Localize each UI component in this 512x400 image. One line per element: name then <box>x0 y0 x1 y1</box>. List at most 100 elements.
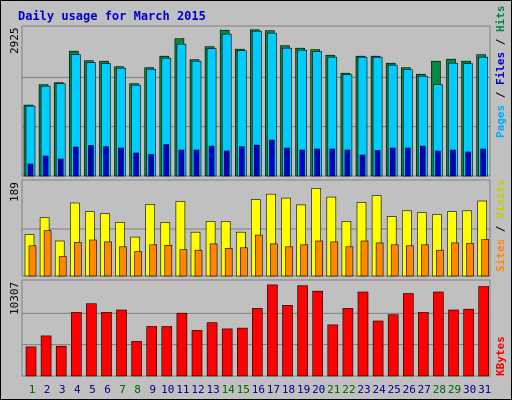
bar-kbytes <box>433 291 444 377</box>
bar-sites <box>420 244 429 277</box>
bar-sites <box>270 243 278 277</box>
bar-kbytes <box>206 322 218 377</box>
bar-pages <box>374 150 381 177</box>
bar-pages <box>163 144 170 177</box>
bar-sites <box>240 247 248 277</box>
bar-kbytes <box>312 290 324 377</box>
bar-sites <box>345 246 354 277</box>
bar-pages <box>480 148 487 177</box>
bar-kbytes <box>176 312 188 377</box>
bar-pages <box>450 149 456 177</box>
bar-pages <box>27 163 34 177</box>
bar-pages <box>42 155 49 177</box>
bar-kbytes <box>116 309 127 377</box>
hits-legend: Pages / Files / Hits <box>494 6 507 139</box>
bar-kbytes <box>387 314 399 377</box>
legend-kbytes: KBytes <box>494 336 507 376</box>
bar-pages <box>435 150 441 177</box>
day-label: 26 <box>403 383 416 396</box>
day-label: 3 <box>59 383 66 396</box>
day-label: 27 <box>418 383 431 396</box>
bar-pages <box>118 147 124 177</box>
bar-sites <box>119 246 127 277</box>
bar-kbytes <box>221 328 233 377</box>
bar-pages <box>465 151 471 177</box>
bar-kbytes <box>71 312 82 377</box>
legend-sep-2: / <box>494 32 507 52</box>
bar-pages <box>57 158 64 177</box>
day-label: 9 <box>149 383 156 396</box>
legend-sep-3: / <box>494 219 507 239</box>
kbytes-ymax-label: 10307 <box>8 282 21 315</box>
day-label: 17 <box>267 383 280 396</box>
bar-kbytes <box>146 326 157 377</box>
bar-pages <box>133 152 139 177</box>
bar-pages <box>254 144 260 177</box>
bar-pages <box>73 146 79 177</box>
day-label: 8 <box>134 383 141 396</box>
bar-kbytes <box>55 345 67 377</box>
legend-visits: Visits <box>494 179 507 219</box>
x-axis-labels: 1 2 3 4 5 6 7 8 9 10 11 12 13 14 15 16 17 18 19 20 21 22 23 24 2… <box>29 383 492 396</box>
day-label: 23 <box>357 383 370 396</box>
day-label: 5 <box>89 383 96 396</box>
bar-sites <box>58 256 67 277</box>
bar-kbytes <box>86 303 97 377</box>
bar-pages <box>419 145 426 177</box>
bar-sites <box>300 244 308 277</box>
visits-legend: Sites / Visits <box>494 179 507 272</box>
legend-sites: Sites <box>494 239 507 272</box>
bar-kbytes <box>478 286 490 377</box>
bar-sites <box>436 249 444 277</box>
bar-sites <box>74 242 82 277</box>
bar-kbytes <box>252 308 263 377</box>
day-label: 25 <box>388 383 401 396</box>
day-label: 21 <box>327 383 340 396</box>
bar-kbytes <box>191 330 203 377</box>
bar-sites <box>179 249 188 277</box>
bar-sites <box>360 240 369 277</box>
bar-sites <box>164 245 173 277</box>
day-label: 22 <box>342 383 355 396</box>
bar-kbytes <box>237 327 248 377</box>
day-label: 30 <box>463 383 476 396</box>
bar-sites <box>375 242 384 277</box>
day-label: 6 <box>104 383 111 396</box>
day-label: 4 <box>74 383 81 396</box>
visits-ymax-label: 189 <box>8 182 21 202</box>
chart-title: Daily usage for March 2015 <box>18 9 206 23</box>
day-label: 15 <box>237 383 250 396</box>
bar-kbytes <box>402 293 414 377</box>
bar-sites <box>149 244 157 277</box>
bar-pages <box>344 149 351 177</box>
day-label: 7 <box>119 383 126 396</box>
bar-pages <box>284 147 290 177</box>
day-label: 20 <box>312 383 325 396</box>
bar-kbytes <box>463 308 474 377</box>
bar-kbytes <box>25 346 37 377</box>
bar-pages <box>88 145 94 177</box>
bar-kbytes <box>282 304 293 377</box>
bar-kbytes <box>101 312 112 377</box>
day-label: 11 <box>176 383 189 396</box>
bar-pages <box>299 149 305 177</box>
day-label: 24 <box>372 383 386 396</box>
bar-sites <box>134 251 142 277</box>
bar-kbytes <box>448 309 459 377</box>
bar-pages <box>404 147 411 177</box>
bar-pages <box>178 149 185 177</box>
bar-pages <box>314 148 321 177</box>
bar-sites <box>28 245 37 277</box>
bar-kbytes <box>357 291 369 377</box>
bar-pages <box>389 147 396 177</box>
legend-sep-1: / <box>494 85 507 105</box>
legend-pages: Pages <box>494 105 507 138</box>
bar-pages <box>103 146 109 177</box>
bar-pages <box>329 148 336 177</box>
day-label: 2 <box>44 383 51 396</box>
bar-pages <box>223 150 230 177</box>
bar-kbytes <box>372 320 384 377</box>
bar-sites <box>89 239 97 277</box>
bar-pages <box>269 139 275 177</box>
